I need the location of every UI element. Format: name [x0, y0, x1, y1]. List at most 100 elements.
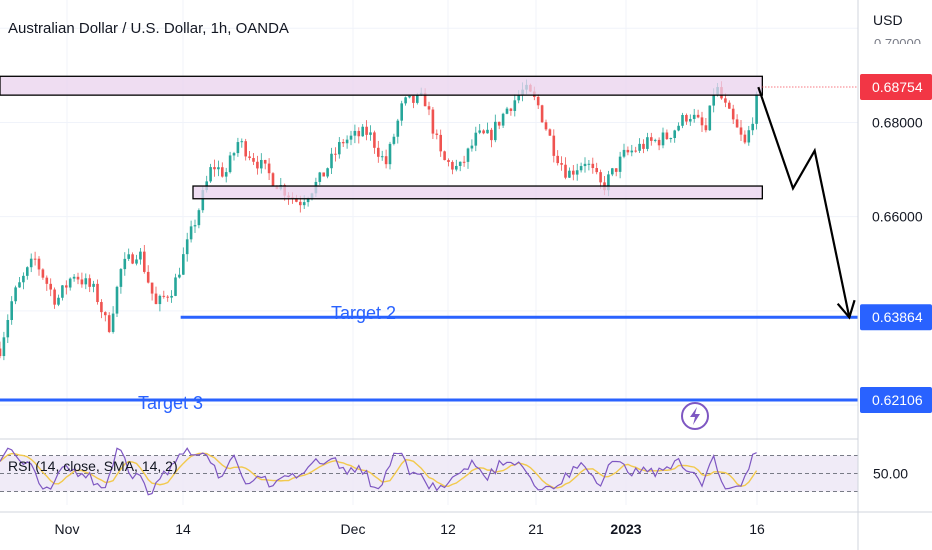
candle-body	[509, 108, 513, 111]
candle-body	[263, 159, 267, 164]
candle-body	[513, 100, 517, 111]
candle-body	[166, 296, 169, 298]
candle-body	[404, 97, 407, 104]
candle-body	[224, 172, 228, 177]
candle-body	[88, 278, 91, 287]
candle-body	[599, 172, 602, 183]
candle-body	[115, 286, 119, 314]
candle-body	[497, 121, 501, 126]
rsi-level-label: 50.00	[873, 466, 908, 482]
candle-body	[341, 142, 345, 144]
candle-body	[326, 168, 329, 177]
candle-body	[735, 119, 739, 128]
candle-body	[170, 295, 173, 298]
candle-body	[416, 94, 419, 103]
candle-body	[490, 129, 493, 141]
candle-body	[669, 138, 673, 140]
candle-body	[41, 269, 45, 278]
candle-body	[357, 130, 361, 137]
candle-body	[135, 259, 138, 264]
candle-body	[185, 239, 189, 255]
candle-body	[26, 267, 29, 276]
candle-body	[22, 275, 25, 283]
candle-body	[696, 114, 700, 118]
candle-body	[361, 126, 364, 137]
candle-body	[271, 173, 275, 186]
candle-body	[486, 129, 489, 134]
candle-body	[384, 156, 388, 165]
candle-body	[482, 130, 485, 134]
candle-body	[739, 127, 743, 135]
chart-title: Australian Dollar / U.S. Dollar, 1h, OAN…	[8, 20, 289, 37]
candle-body	[146, 271, 150, 283]
candle-body	[443, 151, 446, 161]
candle-body	[295, 198, 298, 202]
candle-body	[755, 93, 758, 124]
price-tick-label: 0.66000	[872, 209, 923, 225]
candle-body	[556, 155, 559, 164]
candle-body	[33, 258, 37, 260]
candle-body	[240, 141, 244, 143]
candle-body	[743, 134, 747, 143]
candle-body	[622, 149, 626, 157]
candle-body	[57, 297, 60, 305]
price-badge-label: 0.62106	[872, 392, 923, 408]
candle-body	[466, 148, 470, 162]
candle-body	[252, 158, 255, 162]
candle-body	[388, 143, 392, 165]
candle-body	[501, 113, 505, 126]
time-tick-label: Nov	[55, 521, 80, 537]
candle-body	[544, 122, 548, 130]
candle-body	[221, 167, 224, 177]
candle-body	[68, 278, 72, 288]
target-2-label: Target 2	[331, 303, 397, 323]
candle-body	[53, 289, 56, 305]
candle-body	[10, 301, 13, 321]
candle-body	[700, 117, 704, 126]
lightning-bolt-icon[interactable]	[680, 401, 710, 431]
candle-body	[724, 98, 727, 103]
price-badge	[860, 304, 932, 331]
candle-body	[18, 282, 21, 288]
candle-body	[217, 167, 220, 170]
candle-body	[197, 210, 201, 226]
candle-body	[646, 137, 649, 149]
resistance-zone	[0, 75, 763, 96]
candle-body	[104, 312, 107, 316]
candle-body	[322, 172, 325, 177]
time-tick-label: 14	[175, 521, 191, 537]
candle-body	[579, 166, 583, 171]
candle-body	[174, 277, 177, 296]
candle-body	[653, 139, 657, 141]
candle-body	[162, 295, 166, 297]
candle-body	[474, 132, 478, 146]
candle-body	[540, 105, 544, 123]
candle-body	[634, 150, 637, 152]
candle-body	[119, 269, 123, 287]
candle-body	[318, 172, 322, 182]
time-tick-label: 12	[440, 521, 456, 537]
candle-body	[427, 106, 431, 110]
candle-body	[591, 163, 595, 169]
time-tick-label: Dec	[341, 521, 366, 537]
candle-body	[728, 102, 731, 109]
candle-body	[451, 161, 454, 170]
candle-body	[568, 170, 571, 178]
candle-body	[447, 160, 450, 162]
candle-body	[2, 337, 6, 357]
candle-body	[65, 285, 68, 288]
candle-body	[306, 198, 310, 203]
candle-body	[435, 133, 439, 135]
candle-body	[84, 278, 88, 285]
candle-body	[408, 95, 411, 98]
rsi-line	[0, 447, 757, 496]
candle-body	[131, 254, 134, 264]
candle-body	[338, 142, 341, 155]
candle-body	[96, 283, 99, 303]
candle-body	[299, 201, 302, 206]
candle-body	[349, 135, 353, 140]
candle-body	[583, 163, 587, 167]
time-tick-label: 21	[528, 521, 544, 537]
candle-body	[127, 254, 130, 259]
